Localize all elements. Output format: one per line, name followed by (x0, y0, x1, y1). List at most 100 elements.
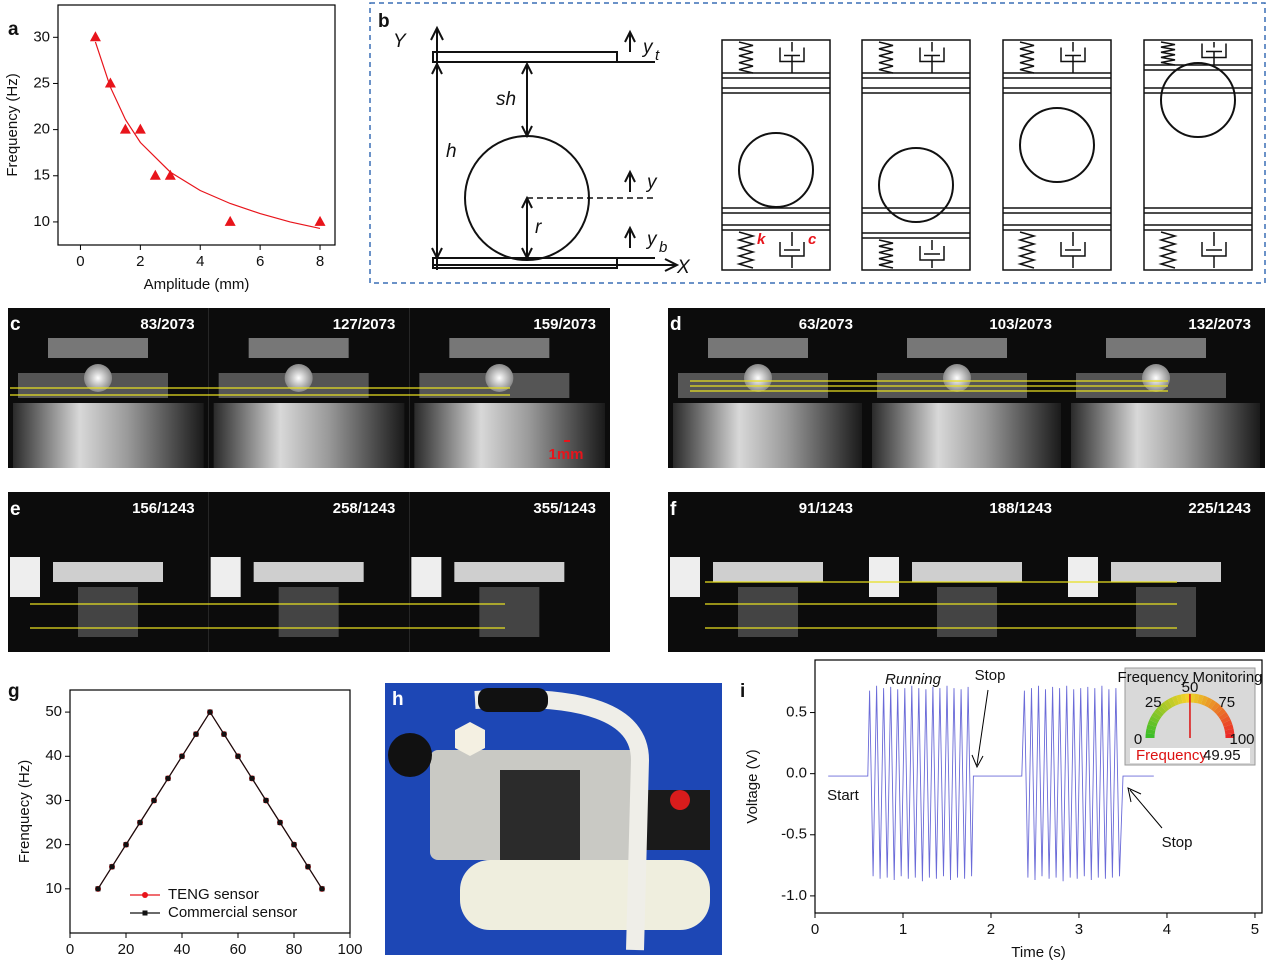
gauge-arc (1218, 711, 1229, 721)
block (713, 562, 823, 582)
diagram-label: k (757, 231, 766, 248)
photo-panels: 83/2073 127/2073 159/2073 63/2073 103/2073 13… (8, 308, 1265, 652)
ball (738, 132, 814, 208)
damper (919, 42, 945, 73)
x-tick-label: 60 (230, 941, 247, 958)
spring (738, 41, 754, 74)
spring-box (1002, 39, 1112, 271)
series-line (97, 710, 323, 890)
spring (736, 231, 756, 269)
gauge-value: 49.95 (1203, 747, 1241, 764)
gauge-arc (1204, 697, 1213, 708)
clamp (907, 338, 1007, 358)
ball (878, 147, 954, 223)
schematic (430, 25, 680, 272)
y-tick-label: 40 (45, 747, 62, 764)
annotation-arrow (971, 689, 989, 769)
ball-photo (744, 364, 772, 392)
diagram-label: r (535, 217, 542, 238)
data-point (179, 753, 185, 759)
cube (78, 587, 138, 637)
block (53, 562, 163, 582)
diagram-label: c (808, 231, 817, 248)
y-tick-label: 25 (33, 74, 50, 91)
box-frame (1143, 39, 1253, 271)
panel-label: d (670, 314, 682, 335)
block (210, 557, 241, 597)
gauge-arc (1151, 711, 1162, 721)
data-point (291, 842, 297, 848)
frame-label: 156/1243 (132, 500, 195, 517)
legend-label: TENG sensor (168, 886, 259, 903)
series-line (97, 710, 323, 890)
block (1068, 557, 1098, 597)
gauge-arc (1207, 699, 1217, 710)
cylinder (673, 403, 862, 468)
cube (937, 587, 997, 637)
cube (1136, 587, 1196, 637)
x-tick-label: 8 (316, 253, 324, 270)
data-point (305, 864, 311, 870)
annotation: Stop (1162, 834, 1193, 851)
panel-label: i (740, 681, 745, 702)
y-tick-label: 30 (33, 28, 50, 45)
gauge-tick-label: 100 (1229, 731, 1254, 748)
block (411, 557, 442, 597)
x-tick-label: 2 (136, 253, 144, 270)
gauge-arc (1163, 699, 1173, 710)
panel-label: h (392, 689, 404, 710)
x-tick-label: 1 (899, 921, 907, 938)
y-tick-label: 20 (45, 836, 62, 853)
panel-label: a (8, 19, 19, 40)
data-point (235, 753, 241, 759)
x-tick-label: 0 (76, 253, 84, 270)
gauge-arc (1167, 697, 1176, 708)
gauge-arc (1171, 695, 1180, 706)
x-tick-label: 4 (1163, 921, 1171, 938)
gauge-arc (1210, 701, 1220, 712)
gauge-arc (1216, 708, 1227, 718)
diagram-label: y (645, 229, 658, 250)
spring (878, 41, 894, 74)
data-point (314, 215, 326, 226)
spring (878, 239, 894, 269)
plot-frame (814, 659, 1263, 914)
gauge-arc (1193, 693, 1200, 704)
damper (1060, 232, 1086, 268)
gauge-tick-label: 0 (1134, 731, 1142, 748)
frame-label: 91/1243 (799, 500, 853, 517)
y-tick-label: 30 (45, 791, 62, 808)
data-point (193, 731, 199, 737)
ball-photo (84, 364, 112, 392)
block (253, 562, 364, 582)
annotation: Stop (975, 667, 1006, 684)
frame-label: 159/2073 (533, 316, 596, 333)
cylinder (213, 403, 405, 468)
gauge-arc (1223, 724, 1234, 731)
data-point (207, 709, 213, 715)
x-tick-label: 0 (811, 921, 819, 938)
diagram-label: b (659, 239, 667, 256)
frame-label: 103/2073 (989, 316, 1052, 333)
gauge-arc (1146, 724, 1157, 731)
y-tick-label: 10 (33, 213, 50, 230)
ball-photo (943, 364, 971, 392)
cube (738, 587, 798, 637)
gauge-arc (1180, 693, 1187, 704)
gauge-arc (1149, 715, 1160, 724)
cylinder (13, 403, 204, 468)
frame-label: 83/2073 (140, 316, 194, 333)
y-tick-label: 0.0 (786, 765, 807, 782)
legend-label: Commercial sensor (168, 904, 297, 921)
data-point (123, 842, 129, 848)
annotation: Running (885, 671, 942, 688)
diagram-label: sh (496, 89, 516, 110)
damper (1201, 232, 1227, 268)
frame-label: 127/2073 (333, 316, 396, 333)
box-frame (721, 39, 831, 271)
legend-marker (142, 910, 148, 916)
gauge-arc (1197, 694, 1204, 705)
clamp (1106, 338, 1206, 358)
panel-b-frame (369, 2, 1266, 284)
x-tick-label: 40 (174, 941, 191, 958)
